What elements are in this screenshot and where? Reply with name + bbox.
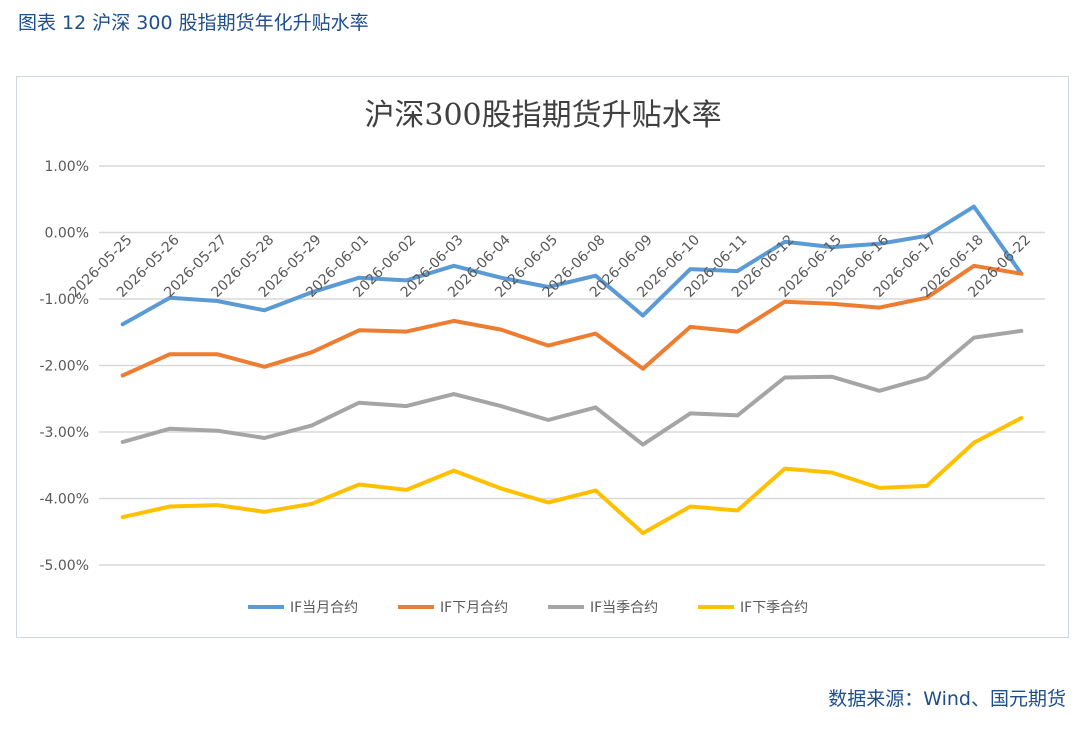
legend-label: IF当月合约 <box>290 600 358 616</box>
y-tick-label: -2.00% <box>39 359 89 375</box>
legend-label: IF下月合约 <box>440 600 508 616</box>
y-tick-label: -1.00% <box>39 292 89 308</box>
y-tick-label: -4.00% <box>39 492 89 508</box>
x-axis-ticks: 2026-05-252026-05-262026-05-272026-05-28… <box>67 232 1035 301</box>
series-line-2 <box>120 263 1024 378</box>
series-line-3 <box>120 328 1024 447</box>
chart-container: 沪深300股指期货升贴水率 1.00% 0.00% -1.00% -2.00% -3.0… <box>16 76 1069 638</box>
grid-layer <box>99 165 1045 566</box>
chart-title: 沪深300股指期货升贴水率 <box>364 98 721 133</box>
legend-label: IF下季合约 <box>740 600 808 616</box>
legend-label: IF当季合约 <box>590 600 658 616</box>
y-tick-label: 0.00% <box>45 226 89 242</box>
legend: IF当月合约 IF下月合约 IF当季合约 IF下季合约 <box>248 600 808 616</box>
series-lines <box>120 204 1024 536</box>
series-line-1 <box>120 204 1024 327</box>
data-source: 数据来源：Wind、国元期货 <box>828 688 1066 710</box>
figure-caption: 图表 12 沪深 300 股指期货年化升贴水率 <box>18 12 369 34</box>
y-tick-label: -3.00% <box>39 425 89 441</box>
series-line-4 <box>120 416 1024 536</box>
y-tick-label: -5.00% <box>39 558 89 574</box>
line-chart: 沪深300股指期货升贴水率 1.00% 0.00% -1.00% -2.00% -3.0… <box>39 98 1045 616</box>
y-axis-ticks: 1.00% 0.00% -1.00% -2.00% -3.00% -4.00% -5.00% <box>39 159 89 574</box>
y-tick-label: 1.00% <box>45 159 89 175</box>
